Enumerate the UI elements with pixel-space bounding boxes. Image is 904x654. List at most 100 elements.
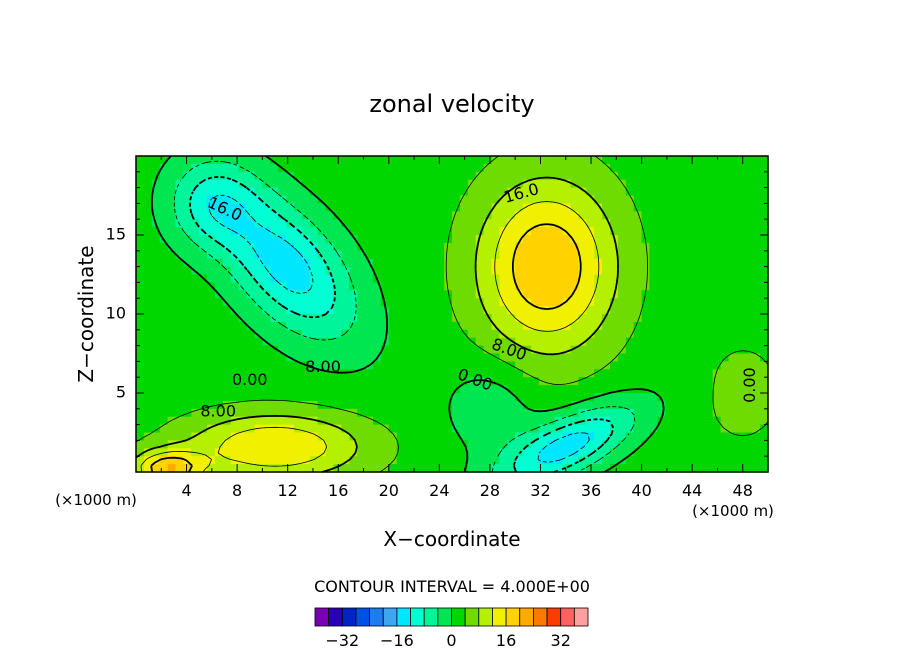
heatmap-cell [294, 250, 303, 260]
chart-title: zonal velocity [369, 90, 534, 118]
heatmap-cell [136, 282, 145, 291]
heatmap-cell [594, 187, 603, 197]
heatmap-cell [538, 400, 548, 410]
heatmap-cell [546, 424, 556, 434]
heatmap-cell [657, 440, 666, 449]
heatmap-cell [491, 456, 500, 465]
colorbar-swatch [573, 607, 589, 627]
heatmap-cell [230, 361, 240, 370]
heatmap-cell [215, 385, 224, 394]
heatmap-cell [546, 282, 556, 291]
heatmap-cell [752, 456, 761, 465]
heatmap-cell [151, 171, 161, 181]
heatmap-cell [222, 195, 232, 204]
heatmap-cell [515, 282, 524, 291]
heatmap-cell [380, 369, 390, 378]
heatmap-cell [373, 298, 382, 307]
heatmap-cell [428, 369, 437, 378]
heatmap-cell [459, 187, 469, 197]
heatmap-cell [222, 353, 232, 362]
heatmap-cell [594, 424, 603, 434]
heatmap-cell [151, 321, 161, 331]
heatmap-cell [673, 171, 682, 181]
contour-line [208, 194, 590, 463]
heatmap-cell [436, 274, 445, 283]
heatmap-cell [325, 227, 335, 236]
heatmap-cell [199, 203, 208, 212]
heatmap-cell [436, 393, 445, 402]
heatmap-cell [357, 345, 366, 355]
heatmap-cell [159, 219, 169, 228]
heatmap-cell [665, 424, 674, 434]
heatmap-cell [538, 432, 548, 441]
heatmap-cell [689, 219, 698, 228]
heatmap-cell [467, 171, 477, 181]
heatmap-cell [594, 321, 603, 331]
heatmap-cell [294, 219, 303, 228]
heatmap-cell [373, 464, 382, 473]
heatmap-cell [420, 266, 429, 276]
heatmap-cell [760, 195, 769, 204]
heatmap-cell [159, 432, 169, 441]
heatmap-cell [554, 385, 564, 394]
heatmap-cell [704, 242, 714, 252]
heatmap-cell [515, 187, 524, 197]
heatmap-cell [215, 424, 224, 434]
heatmap-cell [388, 266, 398, 276]
heatmap-cell [499, 393, 508, 402]
heatmap-cell [657, 321, 666, 331]
heatmap-cell [167, 203, 177, 212]
heatmap-cell [254, 337, 263, 347]
heatmap-cell [546, 211, 556, 220]
contour-lines [135, 155, 769, 473]
heatmap-cell [665, 440, 674, 449]
heatmap-cell [396, 219, 406, 228]
heatmap-cell [175, 258, 184, 268]
heatmap-cell [491, 290, 500, 299]
heatmap-cell [665, 416, 674, 426]
heatmap-cell [317, 171, 327, 181]
heatmap-cell [286, 298, 295, 307]
heatmap-cell [720, 377, 730, 386]
heatmap-cell [262, 235, 271, 244]
heatmap-cell [246, 440, 256, 449]
heatmap-cell [546, 369, 556, 378]
heatmap-cell [175, 274, 184, 283]
heatmap-cell [215, 282, 224, 291]
heatmap-cell [325, 416, 335, 426]
heatmap-cell [199, 219, 208, 228]
heatmap-cell [380, 345, 390, 355]
heatmap-cell [491, 266, 500, 276]
heatmap-cell [238, 211, 248, 220]
heatmap-cell [562, 361, 572, 370]
heatmap-cell [301, 377, 311, 386]
heatmap-cell [499, 227, 508, 236]
heatmap-cell [633, 156, 643, 165]
heatmap-cell [349, 329, 358, 339]
heatmap-cell [309, 219, 319, 228]
heatmap-cell [523, 337, 532, 347]
heatmap-cell [483, 361, 493, 370]
heatmap-cell [420, 377, 429, 386]
heatmap-cell [191, 290, 200, 299]
heatmap-cell [317, 321, 327, 331]
heatmap-cell [215, 432, 224, 441]
heatmap-cell [215, 345, 224, 355]
heatmap-cell [136, 298, 145, 307]
heatmap-cell [309, 345, 319, 355]
heatmap-cell [499, 361, 508, 370]
heatmap-cell [254, 377, 263, 386]
heatmap-cell [262, 369, 271, 378]
heatmap-cell [728, 432, 737, 441]
heatmap-cell [586, 179, 595, 189]
heatmap-cell [689, 456, 698, 465]
heatmap-cell [625, 156, 635, 165]
heatmap-cell [507, 298, 516, 307]
heatmap-cell [625, 408, 635, 418]
heatmap-cell [459, 163, 469, 173]
heatmap-cell [349, 250, 358, 260]
heatmap-cell [681, 227, 690, 236]
heatmap-cell [657, 274, 666, 283]
heatmap-cell [483, 266, 493, 276]
